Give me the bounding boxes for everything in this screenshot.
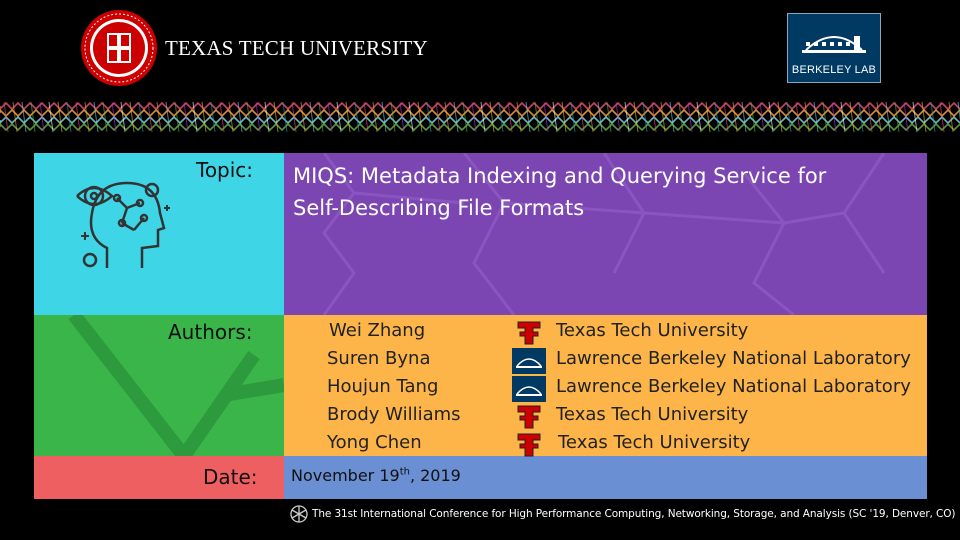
- decorative-squiggle-border: [0, 101, 960, 133]
- presentation-date: November 19th, 2019: [291, 466, 461, 485]
- texas-tech-logo-icon: [517, 405, 541, 429]
- title-panel: [284, 153, 927, 315]
- title-line-1: MIQS: Metadata Indexing and Querying Ser…: [293, 164, 827, 188]
- presentation-title: MIQS: Metadata Indexing and Querying Ser…: [293, 160, 923, 224]
- topic-label: Topic:: [196, 158, 254, 182]
- berkeley-lab-logo-icon: [512, 376, 546, 402]
- sc19-logo-icon: [290, 505, 308, 523]
- berkeley-lab-logo-icon: [512, 348, 546, 374]
- ai-head-icon: [76, 181, 170, 268]
- berkeley-lab-text: BERKELEY LAB: [791, 64, 877, 76]
- author-name: Yong Chen: [327, 432, 422, 453]
- hexagon-pattern: [322, 153, 886, 315]
- author-affiliation: Texas Tech University: [558, 432, 751, 453]
- author-name: Houjun Tang: [327, 376, 439, 397]
- texas-tech-seal-icon: [81, 10, 157, 86]
- texas-tech-logo-icon: [517, 321, 541, 345]
- date-label: Date:: [203, 465, 258, 489]
- author-affiliation: Texas Tech University: [556, 404, 749, 425]
- texas-tech-logo-icon: [517, 433, 541, 457]
- university-name: TEXAS TECH UNIVERSITY: [165, 36, 428, 60]
- date-panel: [34, 456, 284, 499]
- decorative-lines: [68, 315, 284, 456]
- authors-content-panel: [284, 315, 927, 456]
- conference-name: The 31st International Conference for Hi…: [312, 508, 956, 520]
- berkeley-lab-logo: BERKELEY LAB: [787, 13, 881, 83]
- author-affiliation: Lawrence Berkeley National Laboratory: [556, 376, 911, 397]
- author-affiliation: Lawrence Berkeley National Laboratory: [556, 348, 911, 369]
- author-name: Brody Williams: [327, 404, 461, 425]
- authors-label: Authors:: [168, 320, 253, 344]
- author-name: Wei Zhang: [329, 320, 426, 341]
- author-name: Suren Byna: [327, 348, 431, 369]
- date-content-panel: [284, 456, 927, 499]
- authors-panel: [34, 315, 284, 456]
- berkeley-lab-building-icon: [802, 36, 866, 53]
- author-affiliation: Texas Tech University: [556, 320, 749, 341]
- title-line-2: Self-Describing File Formats: [293, 196, 585, 220]
